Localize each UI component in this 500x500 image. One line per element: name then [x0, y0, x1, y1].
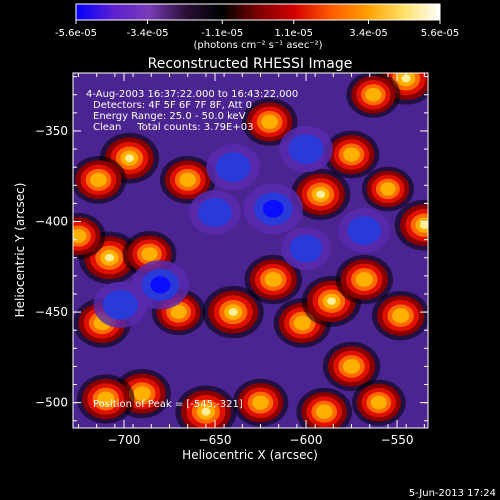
emission-source: [401, 74, 411, 83]
annotation-clean-counts: Clean Total counts: 3.79E+03: [93, 122, 253, 133]
x-axis: −700 −650 −600 −550: [77, 73, 425, 447]
negative-region: [102, 289, 138, 320]
colorbar: [75, 3, 441, 21]
emission-source: [419, 221, 428, 229]
annotations: 4-Aug-2003 16:37:22.000 to 16:43:22.000 …: [86, 89, 298, 410]
emission-source: [370, 395, 387, 410]
emission-source: [327, 297, 336, 306]
y-tick-label: −450: [35, 305, 68, 319]
colorbar-tick-label: -5.6e-05: [55, 28, 97, 39]
emission-source: [133, 386, 151, 401]
y-tick-label: −350: [35, 124, 68, 138]
emission-source: [252, 395, 269, 410]
x-tick-label: −550: [381, 433, 414, 447]
emission-source: [264, 272, 282, 287]
date-stamp: 5-Jun-2013 17:24: [409, 488, 496, 499]
colorbar-tick-label: 1.1e-05: [275, 28, 313, 39]
colorbar-tick-label: -3.4e-05: [127, 28, 169, 39]
emission-source: [261, 114, 278, 130]
emission-source: [293, 315, 312, 331]
emission-source: [124, 154, 134, 162]
emission-source: [90, 172, 107, 188]
heatmap-image: [73, 73, 428, 428]
plot-frame: [72, 72, 429, 429]
x-tick-label: −600: [290, 433, 323, 447]
colorbar-tick-label: 3.4e-05: [349, 28, 387, 39]
chart-title: Reconstructed RHESSI Image: [148, 56, 353, 72]
annotation-energy-range: Energy Range: 25.0 - 50.0 keV: [93, 111, 246, 122]
emission-source: [355, 272, 373, 287]
negative-region: [347, 216, 382, 246]
colorbar-tick-label: -1.1e-05: [201, 28, 243, 39]
y-tick-label: −400: [35, 215, 68, 229]
negative-region: [288, 134, 324, 165]
annotation-detectors: Detectors: 4F 5F 6F 7F 8F, Att 0: [93, 100, 252, 111]
emission-source: [104, 253, 114, 262]
colorbar-tick-label: 5.6e-05: [421, 28, 459, 39]
y-axis-label: Heliocentric Y (arcsec): [13, 183, 27, 318]
x-tick-label: −650: [199, 433, 232, 447]
emission-source: [141, 247, 158, 262]
colorbar-ticks: -5.6e-05 -3.4e-05 -1.1e-05 1.1e-05 3.4e-05 5.…: [55, 20, 459, 39]
emission-source: [228, 308, 238, 317]
emission-source: [179, 172, 197, 188]
annotation-time-range: 4-Aug-2003 16:37:22.000 to 16:43:22.000: [86, 89, 298, 100]
x-axis-label: Heliocentric X (arcsec): [182, 448, 318, 462]
y-axis: −500 −450 −400 −350: [35, 76, 428, 422]
emission-source: [380, 182, 396, 196]
negative-region: [262, 199, 284, 218]
emission-source: [315, 404, 333, 419]
emission-source: [392, 308, 410, 324]
emission-source: [97, 391, 115, 407]
negative-region: [150, 276, 171, 294]
emission-source: [201, 407, 211, 416]
colorbar-units: (photons cm⁻² s⁻¹ asec⁻²): [193, 40, 322, 51]
emission-source: [342, 359, 361, 374]
x-tick-label: −700: [107, 433, 140, 447]
negative-region: [198, 197, 232, 227]
emission-source: [170, 305, 187, 320]
emission-source: [316, 190, 326, 199]
negative-region: [215, 152, 251, 183]
emission-source: [365, 87, 382, 102]
negative-region: [289, 234, 323, 263]
peak-position-label: Position of Peak = [-545,-321]: [93, 399, 243, 410]
emission-source: [343, 147, 360, 162]
y-tick-label: −500: [35, 396, 68, 410]
